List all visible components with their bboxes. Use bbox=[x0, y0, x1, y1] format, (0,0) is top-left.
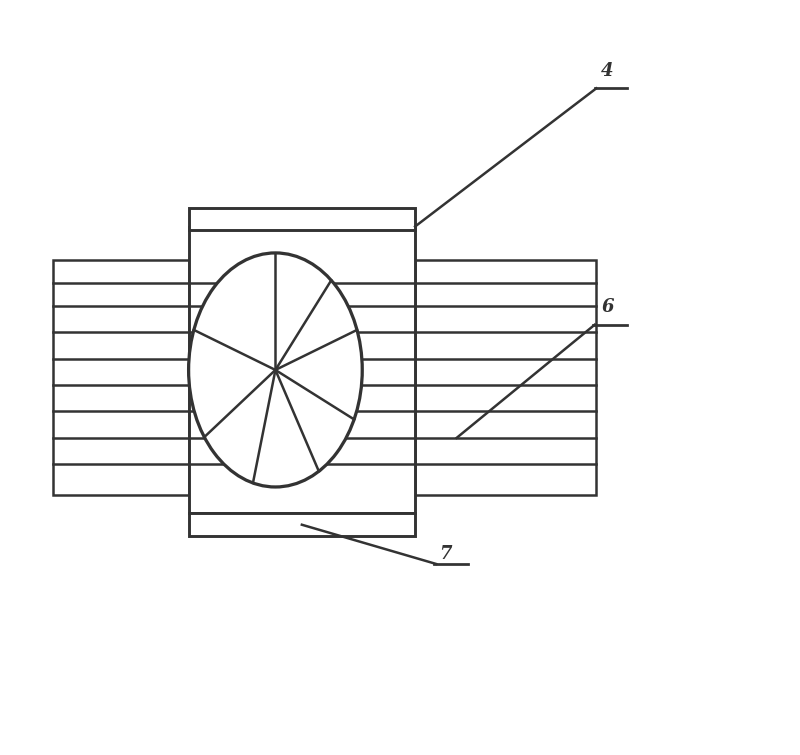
Text: 7: 7 bbox=[439, 545, 451, 563]
Bar bbox=[415, 260, 596, 495]
Text: 4: 4 bbox=[602, 62, 614, 80]
Text: 6: 6 bbox=[602, 298, 614, 316]
Bar bbox=[189, 226, 415, 513]
Ellipse shape bbox=[189, 253, 362, 487]
Bar bbox=[53, 260, 189, 495]
Bar bbox=[189, 208, 415, 230]
Bar bbox=[189, 513, 415, 536]
